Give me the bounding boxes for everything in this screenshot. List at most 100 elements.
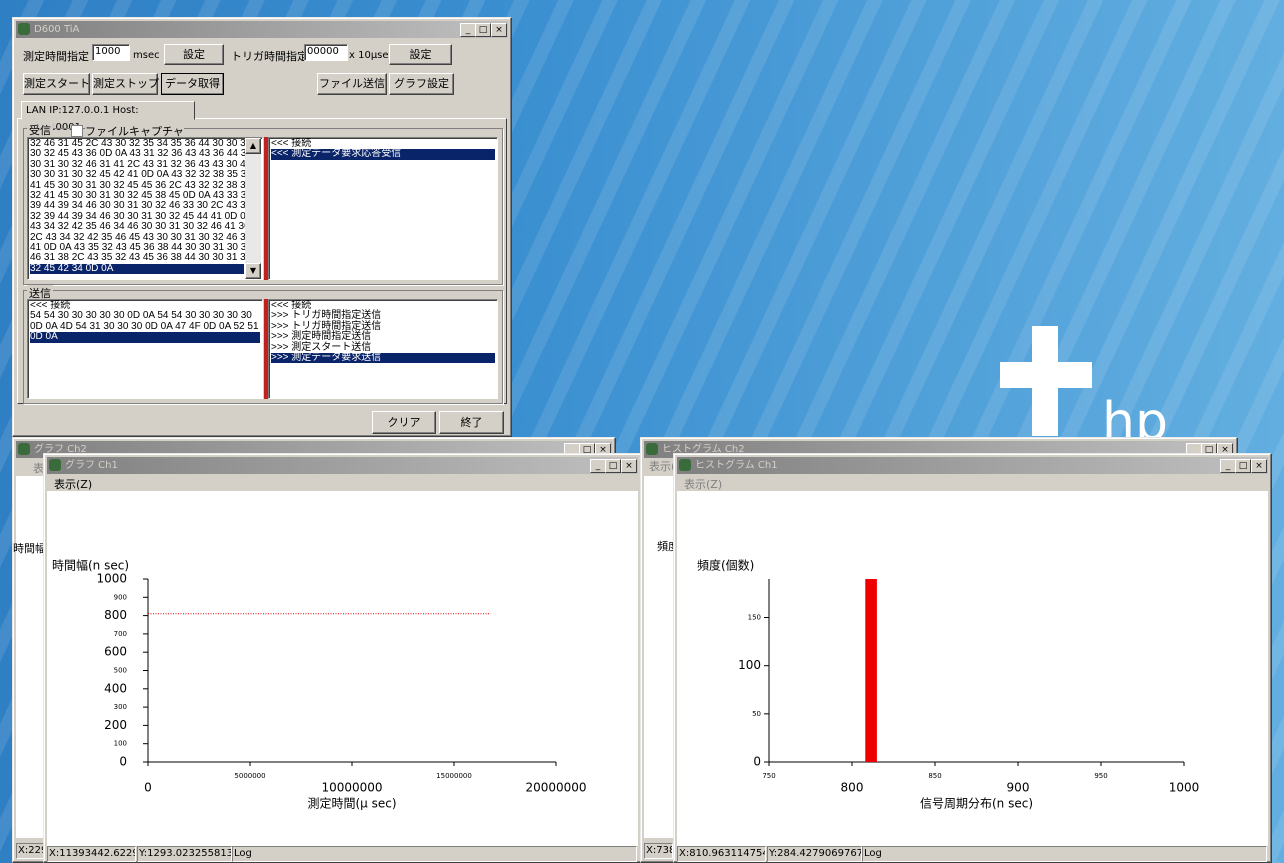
list-item[interactable]: 41 45 30 30 31 30 32 45 45 36 2C 43 32 3… [30, 179, 252, 191]
x-axis-label: 信号周期分布(n sec) [920, 797, 1033, 811]
button[interactable]: データ取得 [161, 73, 224, 95]
group-label: 受信 [27, 122, 53, 138]
tab[interactable]: LAN IP:127.0.0.1 Host: Port:10001 [21, 101, 195, 133]
x-tick-label: 15000000 [436, 772, 472, 780]
unit: x 10μsec [349, 50, 395, 61]
list-item[interactable]: <<< 接続 [271, 138, 312, 149]
list-item[interactable]: 30 31 30 32 46 31 41 2C 43 31 32 36 43 4… [30, 158, 252, 170]
x-tick-label: 5000000 [234, 772, 265, 780]
list-item[interactable]: 0D 0A [30, 331, 260, 343]
button[interactable]: 測定ストップ [92, 73, 159, 95]
x-tick-label: 20000000 [525, 781, 586, 795]
list-item[interactable]: 32 45 42 34 0D 0A [30, 263, 244, 275]
list-item[interactable]: 2C 43 34 32 42 35 46 45 43 30 30 31 30 3… [30, 231, 252, 243]
y-axis-label: 頻度(個数) [697, 558, 754, 573]
maximize[interactable]: □ [475, 23, 491, 37]
y-tick-label: 600 [104, 645, 127, 659]
list-item[interactable]: >>> 測定時間指定送信 [271, 331, 372, 343]
client: 頻度(個数) 信号周期分布(n sec) 0 50 100 150 750 800 850 900… [677, 491, 1268, 846]
y-tick-label: 500 [114, 667, 127, 675]
x-tick-label: 1000 [1169, 781, 1200, 795]
list[interactable]: <<< 接続 54 54 30 30 30 30 30 0D 0A 54 54 3… [27, 299, 263, 399]
status: X:229 [16, 843, 45, 859]
button[interactable]: 設定 [164, 44, 224, 65]
divider [264, 137, 268, 280]
status: X:11393442.622950 [47, 846, 136, 862]
list-item[interactable]: 32 46 31 45 2C 43 30 32 35 34 35 36 44 3… [30, 138, 252, 149]
list-item[interactable]: 41 0D 0A 43 35 32 43 45 36 38 44 30 30 3… [30, 242, 252, 254]
status: Log [232, 846, 637, 862]
button[interactable]: ファイル送信 [317, 73, 387, 95]
list-item[interactable]: <<< 接続 [271, 300, 312, 311]
title-bar: ヒストグラム Ch1 _ □ × [677, 457, 1268, 474]
y-tick-label: 700 [114, 630, 127, 638]
scrollbar[interactable]: ▲ ▼ [245, 138, 261, 279]
list[interactable]: <<< 接続 >>> トリガ時間指定送信 >>> トリガ時間指定送信 >>> 測定時間… [268, 299, 498, 399]
list-item[interactable]: 0D 0A 4D 54 31 30 30 30 0D 0A 47 4F 0D 0… [30, 320, 259, 332]
main-window: D600 TiA _ □ × 測定時間指定 1000 msec 設定 トリガ時間指定… [12, 17, 512, 437]
list-item[interactable]: 46 31 38 2C 43 35 32 43 45 36 38 44 30 3… [30, 252, 252, 264]
label: 測定時間指定 [23, 50, 89, 63]
list-item[interactable]: 30 32 45 43 36 0D 0A 43 31 32 36 43 43 3… [30, 148, 252, 160]
chart: 時間幅(n sec) 測定時間(μ sec) 0 100 200 300 400 500 600… [52, 558, 587, 811]
chart: 頻度(個数) 信号周期分布(n sec) 0 50 100 150 750 800 850 900… [697, 558, 1200, 811]
unit: msec [133, 50, 160, 61]
list-item[interactable]: 32 41 45 30 30 31 30 32 45 38 45 0D 0A 4… [30, 190, 252, 202]
checkbox[interactable] [71, 125, 83, 137]
list-item[interactable]: <<< 接続 [30, 300, 71, 311]
group-box [23, 290, 503, 404]
list-item[interactable]: >>> トリガ時間指定送信 [271, 310, 382, 322]
title: グラフ Ch2 [34, 444, 87, 455]
status: X:738.7 [644, 843, 673, 859]
y-tick-label: 0 [753, 755, 761, 769]
menu[interactable]: 表示( [649, 460, 676, 473]
y-tick-label: 1000 [96, 572, 127, 586]
list-item[interactable]: <<< 測定データ要求応答受信 [271, 148, 495, 160]
list[interactable]: 32 46 31 45 2C 43 30 32 35 34 35 36 44 3… [27, 137, 263, 280]
button[interactable]: グラフ設定 [389, 73, 454, 95]
title-bar: D600 TiA _ □ × [16, 21, 508, 38]
list-item[interactable]: >>> トリガ時間指定送信 [271, 320, 382, 332]
group-box [23, 128, 503, 285]
minimize[interactable]: _ [460, 23, 476, 37]
list-item[interactable]: 32 39 44 39 34 46 30 30 31 30 32 45 44 4… [30, 210, 253, 222]
button[interactable]: クリア [372, 411, 436, 434]
y-tick-label: 150 [748, 614, 761, 622]
divider [264, 299, 268, 399]
x-tick-label: 10000000 [321, 781, 382, 795]
y-tick-label: 0 [119, 755, 127, 769]
label: トリガ時間指定 [231, 50, 308, 63]
title: D600 TiA [34, 24, 80, 35]
menu[interactable]: 表示(Z) [684, 478, 723, 491]
group-label: 送信 [27, 285, 53, 301]
y-tick-label: 100 [114, 740, 127, 748]
client: 時間幅(n sec) 測定時間(μ sec) 0 100 200 300 400 500 600… [47, 491, 638, 846]
list-item[interactable]: 39 44 39 34 46 30 30 31 30 32 46 33 30 2… [30, 200, 252, 212]
list-item[interactable]: >>> 測定スタート送信 [271, 341, 372, 353]
status: Log [862, 846, 1267, 862]
list-item[interactable]: 54 54 30 30 30 30 30 0D 0A 54 54 30 30 3… [30, 310, 252, 322]
menu[interactable]: 表示(Z) [54, 478, 93, 491]
status: Y:284.4279069767 [767, 846, 862, 862]
list-item[interactable]: 30 30 31 30 32 45 42 41 0D 0A 43 32 32 3… [30, 169, 252, 181]
y-tick-label: 100 [738, 658, 761, 672]
input[interactable]: 00000 [304, 44, 348, 61]
button[interactable]: 設定 [389, 44, 452, 65]
y-tick-label: 800 [104, 608, 127, 622]
y-tick-label: 300 [114, 703, 127, 711]
title: グラフ Ch1 [65, 460, 118, 471]
x-axis-label: 測定時間(μ sec) [307, 796, 396, 811]
list-item[interactable]: 43 34 32 42 35 46 34 46 30 30 31 30 32 4… [30, 221, 250, 233]
button[interactable]: 終了 [439, 411, 504, 434]
input[interactable]: 1000 [92, 44, 130, 61]
button[interactable]: 測定スタート [23, 73, 90, 95]
list[interactable]: <<< 接続 <<< 測定データ要求応答受信 [268, 137, 498, 280]
status: X:810.96311475409 [677, 846, 766, 862]
close[interactable]: × [491, 23, 507, 37]
y-tick-label: 900 [114, 593, 127, 601]
checkbox-label: ファイルキャプチャ [85, 123, 184, 139]
y-tick-label: 200 [104, 718, 127, 732]
y-tick-label: 50 [752, 710, 761, 718]
histogram-bar [865, 579, 877, 762]
list-item[interactable]: >>> 測定データ要求送信 [271, 352, 495, 364]
